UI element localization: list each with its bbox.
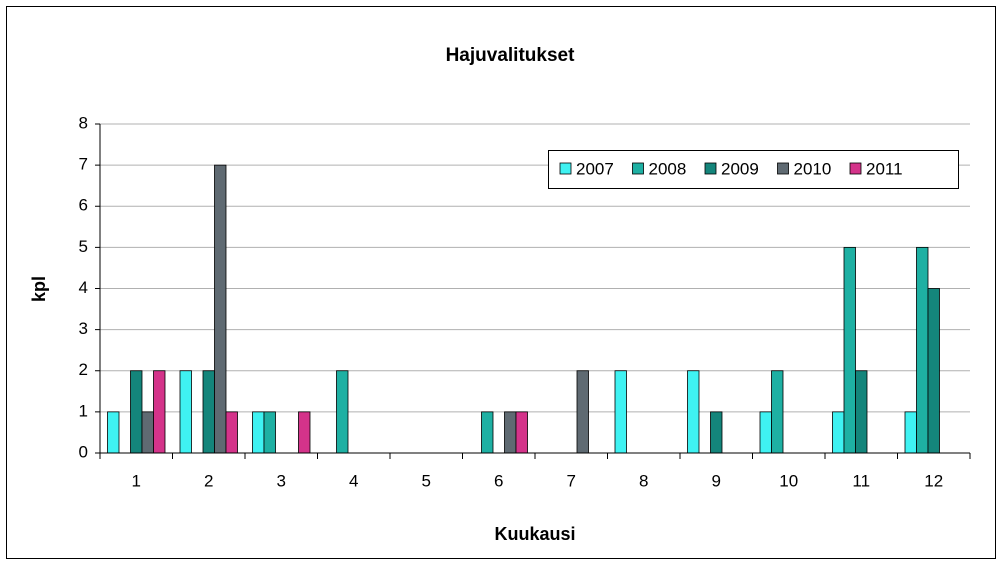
legend-swatch	[559, 162, 572, 175]
bar	[710, 411, 723, 454]
legend-label: 2009	[721, 159, 759, 178]
legend-label: 2007	[576, 159, 614, 178]
y-tick-label: 5	[79, 237, 88, 256]
bar	[179, 370, 192, 454]
x-tick-label: 8	[639, 471, 648, 490]
x-tick-label: 6	[494, 471, 503, 490]
bar	[263, 411, 276, 454]
bar	[614, 370, 627, 454]
x-tick-label: 7	[567, 471, 576, 490]
x-tick-label: 1	[132, 471, 141, 490]
x-tick-label: 10	[779, 471, 798, 490]
legend-label: 2010	[794, 159, 832, 178]
y-axis-label: kpl	[29, 276, 49, 302]
legend-swatch	[849, 162, 862, 175]
bar	[855, 370, 868, 454]
y-tick-label: 0	[79, 442, 88, 461]
bar	[252, 411, 265, 454]
bar	[202, 370, 215, 454]
x-tick-label: 11	[852, 471, 870, 490]
x-tick-label: 12	[924, 471, 943, 490]
legend-box	[548, 150, 959, 189]
bar	[481, 411, 494, 454]
bar	[130, 370, 143, 454]
bar	[504, 411, 517, 454]
bar	[771, 370, 784, 454]
x-tick-label: 5	[422, 471, 431, 490]
x-tick-label: 2	[204, 471, 213, 490]
legend-label: 2008	[649, 159, 687, 178]
bar	[141, 411, 154, 454]
bar	[153, 370, 166, 454]
bar	[687, 370, 700, 454]
y-tick-label: 1	[79, 401, 88, 420]
y-tick-label: 4	[79, 278, 88, 297]
x-axis-label: Kuukausi	[494, 524, 575, 544]
y-tick-label: 6	[79, 196, 88, 215]
bar	[916, 246, 929, 454]
y-tick-label: 2	[79, 360, 88, 379]
x-tick-label: 3	[277, 471, 286, 490]
bar	[515, 411, 528, 454]
legend-swatch	[704, 162, 717, 175]
bar	[904, 411, 917, 454]
bar	[927, 288, 940, 454]
legend-swatch	[777, 162, 789, 175]
bar	[107, 411, 120, 454]
chart-title: Hajuvalitukset	[446, 45, 575, 66]
bar	[225, 411, 238, 454]
chart-border	[6, 6, 996, 559]
y-tick-label: 3	[79, 319, 88, 338]
bar	[759, 411, 772, 454]
y-tick-label: 7	[79, 155, 88, 174]
bar	[832, 411, 845, 454]
bar	[843, 246, 856, 454]
legend-label: 2011	[866, 159, 903, 178]
x-tick-label: 9	[712, 471, 721, 490]
bar	[576, 370, 589, 454]
x-tick-label: 4	[349, 471, 358, 490]
bar	[336, 370, 349, 454]
legend-swatch	[632, 162, 644, 175]
bar	[298, 411, 311, 454]
y-tick-label: 8	[79, 113, 88, 132]
bar	[214, 164, 227, 454]
